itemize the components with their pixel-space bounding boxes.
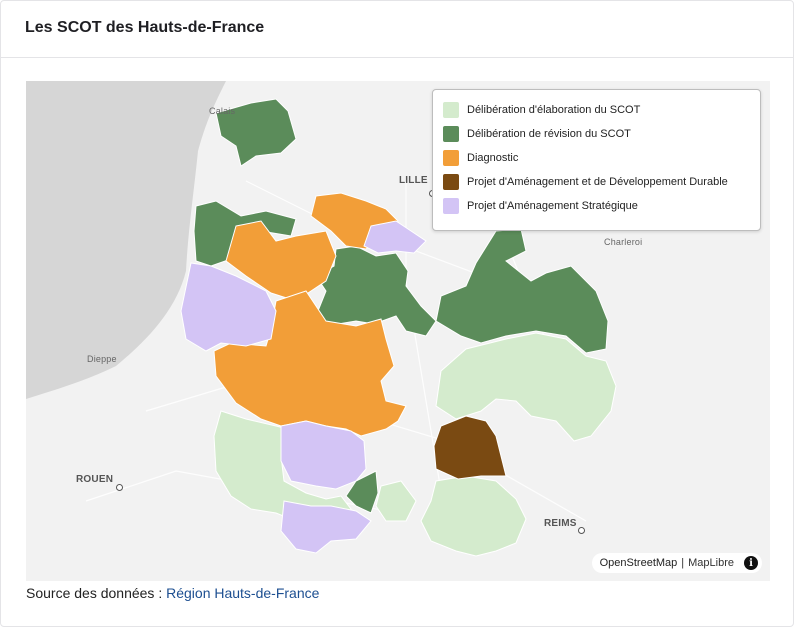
legend-swatch [443,198,459,214]
city-reims-dot [578,527,585,534]
legend-swatch [443,174,459,190]
map-layer [26,81,617,557]
city-reims: REIMS [544,518,577,529]
osm-link[interactable]: OpenStreetMap [599,557,678,569]
sea [26,81,226,399]
zone-revision-valenciennes [435,228,609,354]
legend-swatch [443,126,459,142]
maplibre-link[interactable]: MapLibre [688,557,734,569]
legend-item-elaboration: Délibération d'élaboration du SCOT [443,102,640,118]
legend-swatch [443,102,459,118]
legend-item-diagnostic: Diagnostic [443,150,518,166]
card-header: Les SCOT des Hauts-de-France [1,1,793,58]
zone-pas-montreuil [180,262,277,352]
source-prefix: Source des données : [26,585,167,601]
zone-revision-small [345,470,379,514]
legend-item-revision: Délibération de révision du SCOT [443,126,631,142]
city-rouen: ROUEN [76,474,114,485]
zone-diagnostic-west [225,220,337,302]
source-link[interactable]: Région Hauts-de-France [166,585,320,601]
map-legend: Délibération d'élaboration du SCOT Délib… [432,89,761,231]
zone-revision-calais [215,98,297,167]
legend-label: Projet d'Aménagement et de Développement… [467,176,728,188]
zone-pas-lens [363,220,427,254]
city-charleroi: Charleroi [604,237,643,247]
map-canvas[interactable]: Calais LILLE Charleroi Dieppe ROUEN REIM… [26,81,770,581]
zone-elaboration-aisne-n [435,332,617,442]
info-icon[interactable]: i [744,556,758,570]
city-lille: LILLE [399,175,428,186]
source-line: Source des données : Région Hauts-de-Fra… [26,585,319,601]
city-dieppe: Dieppe [87,354,117,364]
legend-item-padd: Projet d'Aménagement et de Développement… [443,174,728,190]
zone-elaboration-aisne-s [420,475,527,557]
card-title: Les SCOT des Hauts-de-France [25,19,265,36]
zone-padd-laon [433,415,507,480]
attribution-separator: | [681,557,685,569]
legend-swatch [443,150,459,166]
legend-label: Délibération de révision du SCOT [467,128,631,140]
zone-elaboration-small [375,480,417,522]
legend-label: Délibération d'élaboration du SCOT [467,104,641,116]
city-calais: Calais [209,106,236,116]
legend-label: Diagnostic [467,152,519,164]
legend-item-pas: Projet d'Aménagement Stratégique [443,198,638,214]
legend-label: Projet d'Aménagement Stratégique [467,200,638,212]
city-rouen-dot [116,484,123,491]
zone-pas-south [280,500,372,554]
zone-revision-arras [315,245,437,337]
zone-pas-compiegne [280,420,367,490]
zone-diagnostic-somme [213,290,407,437]
map-attribution: OpenStreetMap | MapLibre i [591,553,762,573]
